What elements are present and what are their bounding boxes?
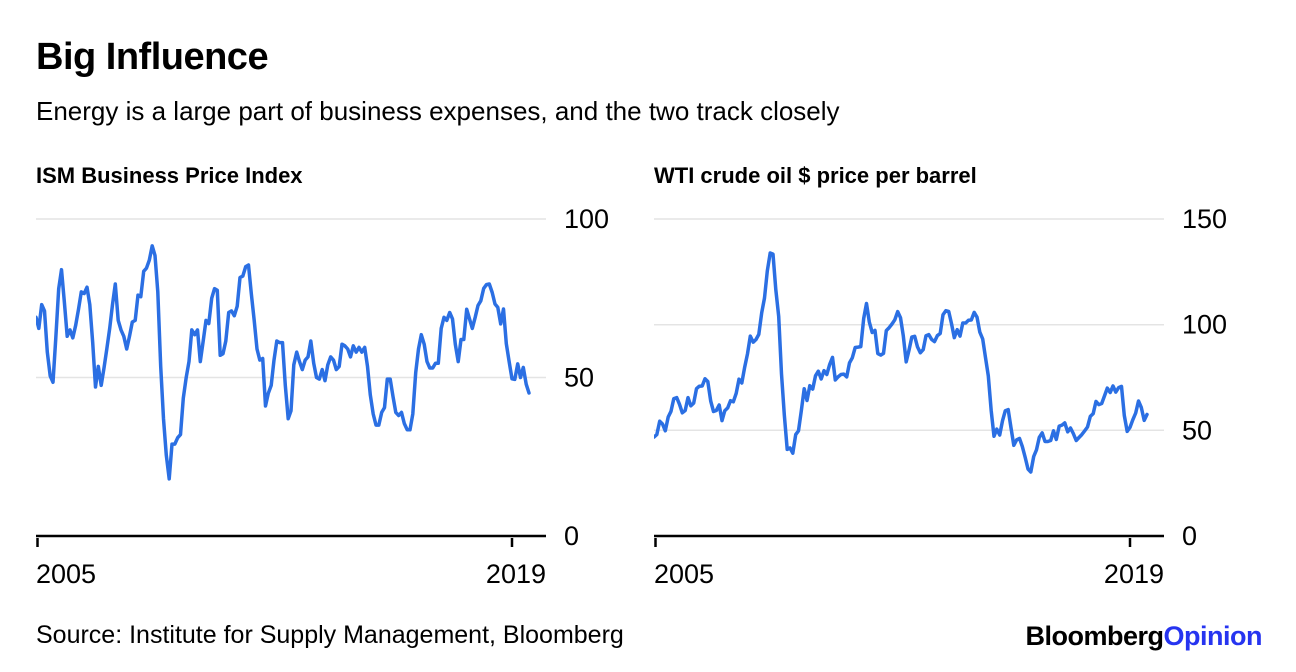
chart-title-ism: ISM Business Price Index [36,163,303,188]
x-tick-label-start: 2005 [654,559,714,589]
source-attribution: Source: Institute for Supply Management,… [36,621,624,649]
chart-wti-crude-price: 0 50 100 150 2005 2019 [654,201,1266,603]
y-tick-label: 0 [564,521,579,551]
chart-panel-wti: WTI crude oil $ price per barrel 0 50 100 1… [654,163,1266,603]
chart-svg: 0 50 100 2005 2019 [36,204,609,589]
chart-title-wti: WTI crude oil $ price per barrel [654,163,977,188]
y-tick-label: 0 [1182,521,1197,551]
x-tick-label-start: 2005 [36,559,96,589]
x-tick-label-end: 2019 [1104,559,1164,589]
chart-panel-ism: ISM Business Price Index 0 50 100 2005 2019 [36,163,648,603]
bloomberg-opinion-logo: BloombergOpinion [1026,621,1263,652]
y-tick-label: 100 [1182,310,1227,340]
page-title: Big Influence [36,36,269,78]
y-tick-label: 150 [1182,204,1227,234]
data-line [654,251,1149,474]
x-tick-label-end: 2019 [486,559,546,589]
y-tick-label: 50 [1182,415,1212,445]
y-tick-label: 100 [564,204,609,234]
y-tick-label: 50 [564,363,594,393]
data-line [36,244,531,481]
chart-ism-price-index: 0 50 100 2005 2019 [36,201,648,603]
brand-bloomberg: Bloomberg [1025,621,1165,651]
page-subtitle: Energy is a large part of business expen… [36,96,840,126]
chart-svg: 0 50 100 150 2005 2019 [654,204,1227,589]
brand-opinion: Opinion [1163,621,1263,651]
